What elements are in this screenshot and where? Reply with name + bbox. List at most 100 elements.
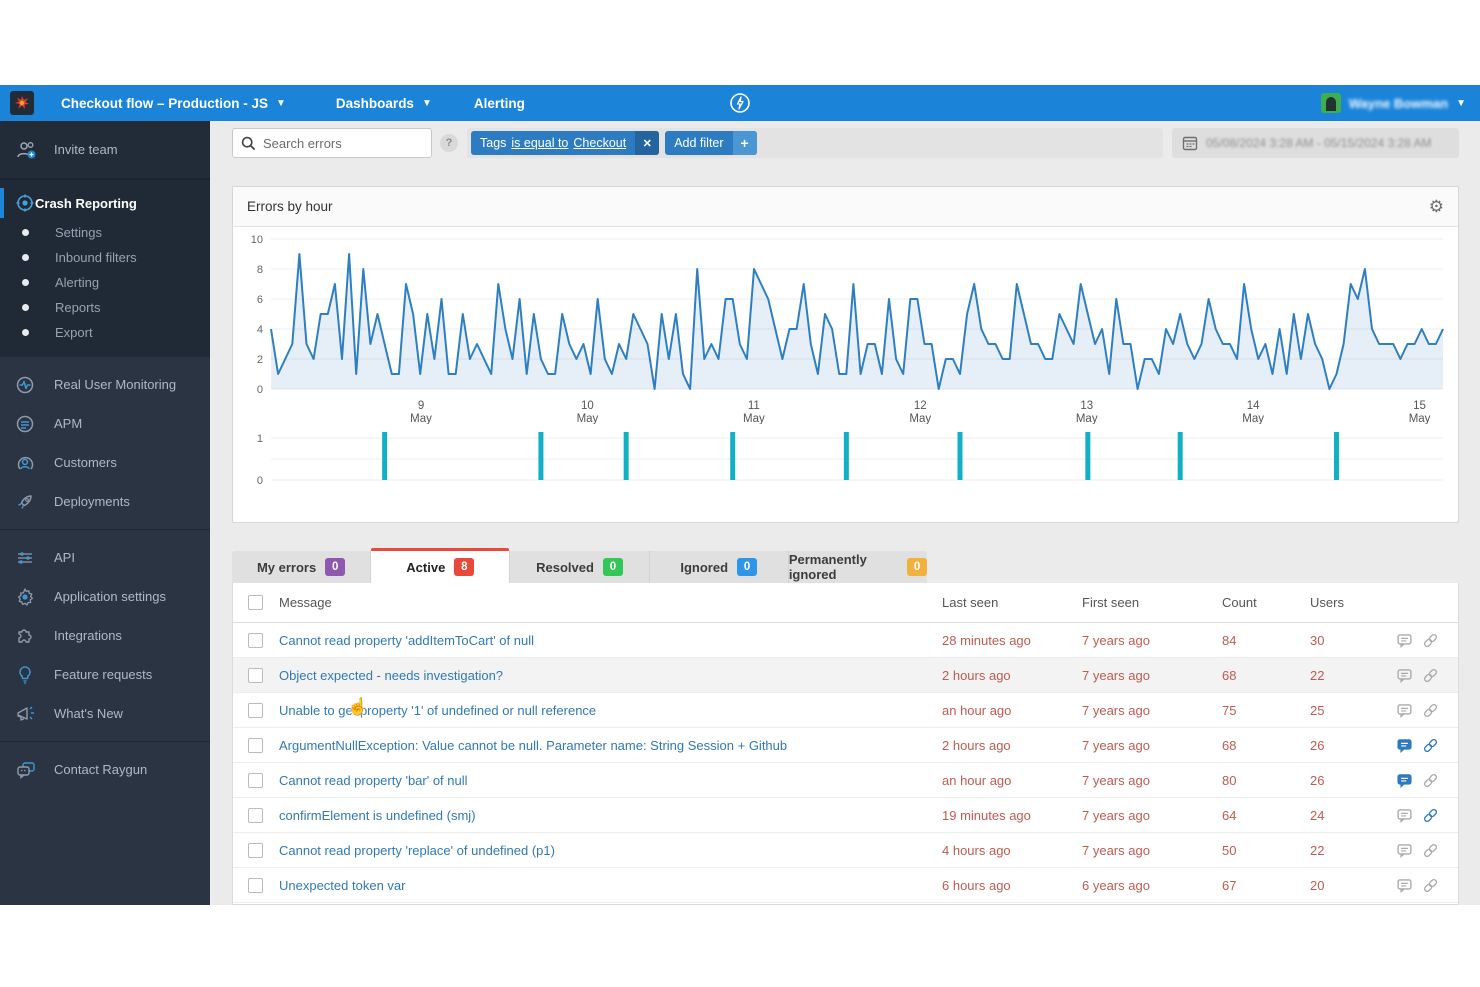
first-seen-value: 6 years ago (1082, 878, 1222, 893)
panel-title: Errors by hour (247, 199, 333, 214)
app-selector[interactable]: Checkout flow – Production - JS ▼ (45, 85, 302, 121)
comment-icon[interactable] (1396, 842, 1413, 859)
comment-icon[interactable] (1396, 632, 1413, 649)
link-icon[interactable] (1422, 667, 1439, 684)
error-message-link[interactable]: ArgumentNullException: Value cannot be n… (263, 738, 942, 753)
sidebar-item-alerting[interactable]: Alerting (0, 270, 210, 295)
tab-my-errors[interactable]: My errors 0 (232, 551, 371, 583)
comment-icon[interactable] (1396, 737, 1413, 754)
sidebar-item-whats-new[interactable]: What's New (0, 694, 210, 733)
sidebar-item-customers[interactable]: Customers (0, 443, 210, 482)
error-message-link[interactable]: Cannot read property 'addItemToCart' of … (263, 633, 942, 648)
sidebar-item-real-user-monitoring[interactable]: Real User Monitoring (0, 365, 210, 404)
count-value: 67 (1222, 878, 1310, 893)
link-icon[interactable] (1422, 807, 1439, 824)
table-row[interactable]: Cannot read property 'addItemToCart' of … (233, 623, 1458, 658)
sidebar-item-export[interactable]: Export (0, 320, 210, 345)
sidebar-item-invite-team[interactable]: Invite team (0, 130, 210, 169)
select-all-checkbox[interactable] (248, 595, 263, 610)
svg-text:10: 10 (251, 234, 263, 246)
link-icon[interactable] (1422, 702, 1439, 719)
date-range-value: 05/08/2024 3:28 AM - 05/15/2024 3:28 AM (1206, 136, 1432, 150)
table-row[interactable]: Object expected - needs investigation? 2… (233, 658, 1458, 693)
tab-ignored[interactable]: Ignored 0 (650, 551, 789, 583)
sidebar-item-feature-requests[interactable]: Feature requests (0, 655, 210, 694)
error-message-link[interactable]: Object expected - needs investigation? (263, 668, 942, 683)
sidebar-item-inbound-filters[interactable]: Inbound filters (0, 245, 210, 270)
nav-dashboards[interactable]: Dashboards ▼ (320, 85, 448, 121)
comment-icon[interactable] (1396, 807, 1413, 824)
error-message-link[interactable]: Unexpected token var (263, 878, 942, 893)
table-row[interactable]: Cannot read property 'replace' of undefi… (233, 833, 1458, 868)
tab-active[interactable]: Active 8 (371, 551, 510, 583)
comment-icon[interactable] (1396, 877, 1413, 894)
sidebar: Invite team Crash Reporting Settings Inb… (0, 121, 210, 905)
sidebar-item-settings[interactable]: Settings (0, 220, 210, 245)
table-row[interactable]: confirmElement is undefined (smj) 19 min… (233, 798, 1458, 833)
sidebar-item-api[interactable]: API (0, 538, 210, 577)
nav-alerting[interactable]: Alerting (458, 85, 541, 121)
first-seen-value: 7 years ago (1082, 668, 1222, 683)
row-checkbox[interactable] (248, 808, 263, 823)
first-seen-value: 7 years ago (1082, 773, 1222, 788)
comment-icon[interactable] (1396, 702, 1413, 719)
users-value: 24 (1310, 808, 1396, 823)
gear-icon (15, 587, 41, 607)
row-checkbox[interactable] (248, 843, 263, 858)
tab-permanently-ignored[interactable]: Permanently ignored 0 (789, 551, 927, 583)
comment-icon[interactable] (1396, 667, 1413, 684)
svg-text:9: 9 (418, 400, 424, 412)
deployments-event-chart[interactable]: 10 (233, 424, 1458, 496)
svg-text:14: 14 (1247, 400, 1260, 412)
row-checkbox[interactable] (248, 668, 263, 683)
search-input[interactable] (263, 136, 413, 151)
sidebar-item-crash-reporting[interactable]: Crash Reporting (0, 186, 210, 220)
date-range-picker[interactable]: 05/08/2024 3:28 AM - 05/15/2024 3:28 AM (1172, 128, 1459, 158)
link-icon[interactable] (1422, 772, 1439, 789)
row-checkbox[interactable] (248, 773, 263, 788)
remove-filter-icon[interactable]: ✕ (635, 131, 659, 155)
row-checkbox[interactable] (248, 738, 263, 753)
row-checkbox[interactable] (248, 878, 263, 893)
link-icon[interactable] (1422, 632, 1439, 649)
sidebar-item-integrations[interactable]: Integrations (0, 616, 210, 655)
filter-value[interactable]: Checkout (573, 136, 626, 150)
svg-text:0: 0 (257, 475, 263, 487)
sidebar-item-deployments[interactable]: Deployments (0, 482, 210, 521)
column-users: Users (1310, 595, 1396, 610)
users-value: 22 (1310, 668, 1396, 683)
row-checkbox[interactable] (248, 633, 263, 648)
table-row[interactable]: Unable to get property '1' of undefined … (233, 693, 1458, 728)
table-row[interactable]: Unexpected token var 6 hours ago 6 years… (233, 868, 1458, 903)
tab-count-badge: 0 (325, 558, 345, 576)
panel-settings-gear-icon[interactable]: ⚙ (1429, 198, 1444, 215)
comment-icon[interactable] (1396, 772, 1413, 789)
sidebar-item-contact-raygun[interactable]: Contact Raygun (0, 750, 210, 789)
last-seen-value: 6 hours ago (942, 878, 1082, 893)
table-row[interactable]: Cannot read property 'bar' of null an ho… (233, 763, 1458, 798)
user-menu[interactable]: Wayne Bowman ▼ (1321, 85, 1466, 121)
tab-resolved[interactable]: Resolved 0 (510, 551, 649, 583)
raygun-logo-icon[interactable] (10, 91, 34, 115)
sidebar-item-reports[interactable]: Reports (0, 295, 210, 320)
add-filter-button[interactable]: Add filter + (665, 131, 756, 155)
error-message-link[interactable]: Cannot read property 'bar' of null (263, 773, 942, 788)
sidebar-item-apm[interactable]: APM (0, 404, 210, 443)
help-icon[interactable]: ? (440, 134, 458, 152)
error-message-link[interactable]: Cannot read property 'replace' of undefi… (263, 843, 942, 858)
link-icon[interactable] (1422, 877, 1439, 894)
link-icon[interactable] (1422, 737, 1439, 754)
svg-text:May: May (1242, 413, 1264, 424)
link-icon[interactable] (1422, 842, 1439, 859)
errors-line-chart[interactable]: 02468109May10May11May12May13May14May15Ma… (233, 229, 1458, 424)
realtime-lightning-icon[interactable] (728, 91, 752, 115)
row-checkbox[interactable] (248, 703, 263, 718)
first-seen-value: 7 years ago (1082, 843, 1222, 858)
table-row[interactable]: ArgumentNullException: Value cannot be n… (233, 728, 1458, 763)
tab-count-badge: 8 (454, 558, 474, 576)
filter-operator[interactable]: is equal to (511, 136, 568, 150)
sidebar-item-application-settings[interactable]: Application settings (0, 577, 210, 616)
error-message-link[interactable]: confirmElement is undefined (smj) (263, 808, 942, 823)
table-header-row: Message Last seen First seen Count Users (233, 583, 1458, 623)
filter-chip-tags[interactable]: Tags is equal to Checkout ✕ (471, 131, 659, 155)
